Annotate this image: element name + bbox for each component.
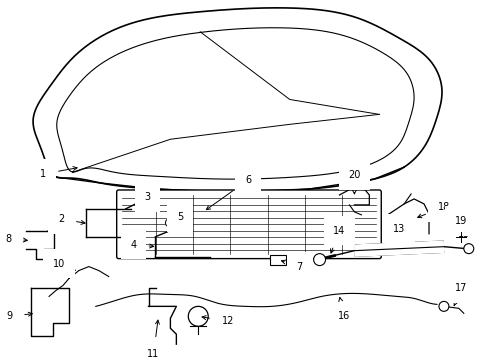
Text: 3: 3: [139, 192, 150, 202]
Text: 11: 11: [147, 320, 159, 359]
Text: 7: 7: [281, 260, 302, 271]
Text: 20: 20: [347, 170, 360, 194]
Text: 12: 12: [202, 316, 234, 326]
Text: 19: 19: [454, 216, 466, 236]
Text: 5: 5: [172, 212, 183, 224]
Text: 16: 16: [338, 297, 350, 321]
Text: 1: 1: [40, 167, 77, 179]
Text: 9: 9: [6, 311, 32, 321]
Circle shape: [453, 230, 467, 244]
Circle shape: [165, 219, 173, 227]
Text: 8: 8: [5, 234, 27, 244]
Circle shape: [313, 254, 325, 266]
Text: 4: 4: [130, 240, 153, 250]
Circle shape: [188, 306, 208, 326]
Text: 15: 15: [457, 229, 469, 248]
Circle shape: [438, 301, 448, 311]
Text: 13: 13: [392, 224, 405, 248]
Text: 6: 6: [206, 175, 250, 210]
Text: 17: 17: [453, 283, 466, 306]
FancyBboxPatch shape: [117, 190, 381, 258]
Text: 10: 10: [53, 258, 75, 270]
Bar: [269, 255, 285, 265]
Text: 14: 14: [330, 226, 345, 253]
Circle shape: [463, 244, 473, 254]
Text: 18: 18: [417, 202, 449, 218]
Text: 2: 2: [58, 214, 85, 224]
